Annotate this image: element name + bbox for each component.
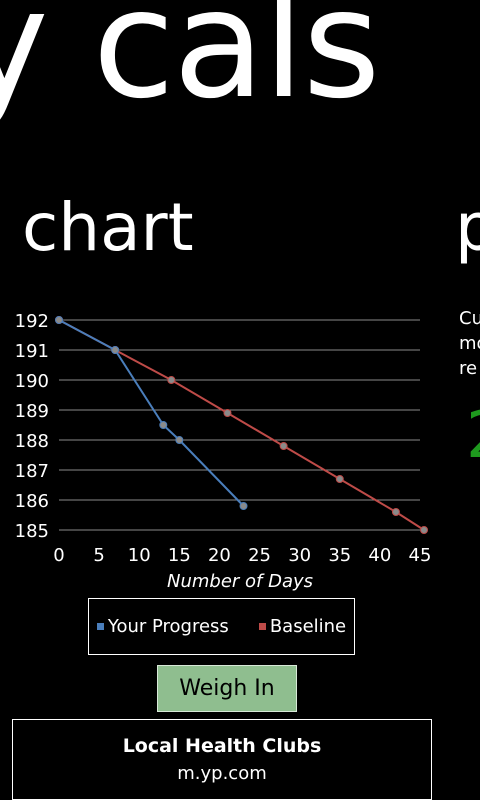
y-tick-label: 191 bbox=[15, 341, 49, 362]
next-panel-line: mo bbox=[459, 333, 480, 354]
app-title: y cals bbox=[0, 0, 381, 132]
data-point bbox=[159, 421, 168, 429]
chart-grid bbox=[59, 319, 420, 531]
data-point bbox=[279, 442, 288, 450]
y-tick-label: 192 bbox=[15, 311, 49, 332]
x-tick-label: 20 bbox=[208, 545, 231, 566]
y-tick-label: 188 bbox=[15, 431, 49, 452]
next-panel-big-value: 2 bbox=[466, 404, 480, 468]
legend-item-baseline: Baseline bbox=[258, 616, 347, 637]
x-tick-label: 5 bbox=[93, 545, 104, 566]
data-point bbox=[335, 475, 344, 483]
x-axis-label: Number of Days bbox=[167, 571, 313, 592]
next-panel-line: Cu bbox=[459, 308, 480, 329]
panel-header-chart[interactable]: chart bbox=[22, 189, 194, 266]
data-point bbox=[167, 376, 176, 384]
data-point bbox=[175, 436, 184, 444]
weight-chart: 192 191 190 189 188 187 186 185 0 5 10 15 20 25 30 35 4… bbox=[15, 311, 432, 592]
legend-swatch bbox=[258, 623, 266, 630]
data-point bbox=[111, 346, 120, 354]
y-tick-label: 185 bbox=[15, 521, 49, 542]
y-tick-label: 186 bbox=[15, 491, 49, 512]
x-tick-label: 35 bbox=[328, 545, 351, 566]
ad-url: m.yp.com bbox=[177, 763, 267, 784]
x-tick-label: 25 bbox=[248, 545, 271, 566]
series-line bbox=[58, 319, 425, 531]
x-tick-label: 0 bbox=[53, 545, 64, 566]
y-tick-label: 189 bbox=[15, 401, 49, 422]
ad-title: Local Health Clubs bbox=[122, 735, 322, 757]
legend-swatch bbox=[96, 623, 104, 630]
y-axis-tick-labels: 192 191 190 189 188 187 186 185 bbox=[15, 311, 49, 542]
data-point bbox=[55, 316, 63, 324]
next-panel-text: Cu mo re bbox=[459, 306, 480, 381]
y-tick-label: 187 bbox=[15, 461, 49, 482]
x-tick-label: 10 bbox=[128, 545, 151, 566]
x-axis-tick-labels: 0 5 10 15 20 25 30 35 40 45 bbox=[53, 545, 431, 566]
x-tick-label: 45 bbox=[409, 545, 432, 566]
y-tick-label: 190 bbox=[15, 371, 49, 392]
x-tick-label: 15 bbox=[168, 545, 191, 566]
legend-label: Your Progress bbox=[107, 616, 229, 637]
chart-legend: Your Progress Baseline bbox=[88, 598, 355, 655]
series-line bbox=[58, 319, 245, 507]
ad-banner[interactable]: Local Health Clubs m.yp.com bbox=[12, 719, 432, 800]
x-tick-label: 40 bbox=[368, 545, 391, 566]
weigh-in-button[interactable]: Weigh In bbox=[157, 665, 297, 712]
data-point bbox=[223, 409, 232, 417]
data-point bbox=[239, 502, 248, 510]
x-tick-label: 30 bbox=[288, 545, 311, 566]
chart-series bbox=[55, 316, 429, 534]
panel-header-next[interactable]: p bbox=[455, 189, 480, 266]
next-panel-line: re bbox=[459, 358, 478, 379]
legend-label: Baseline bbox=[269, 616, 347, 637]
data-point bbox=[391, 508, 400, 516]
legend-item-your-progress: Your Progress bbox=[96, 616, 229, 637]
data-point bbox=[420, 526, 429, 534]
